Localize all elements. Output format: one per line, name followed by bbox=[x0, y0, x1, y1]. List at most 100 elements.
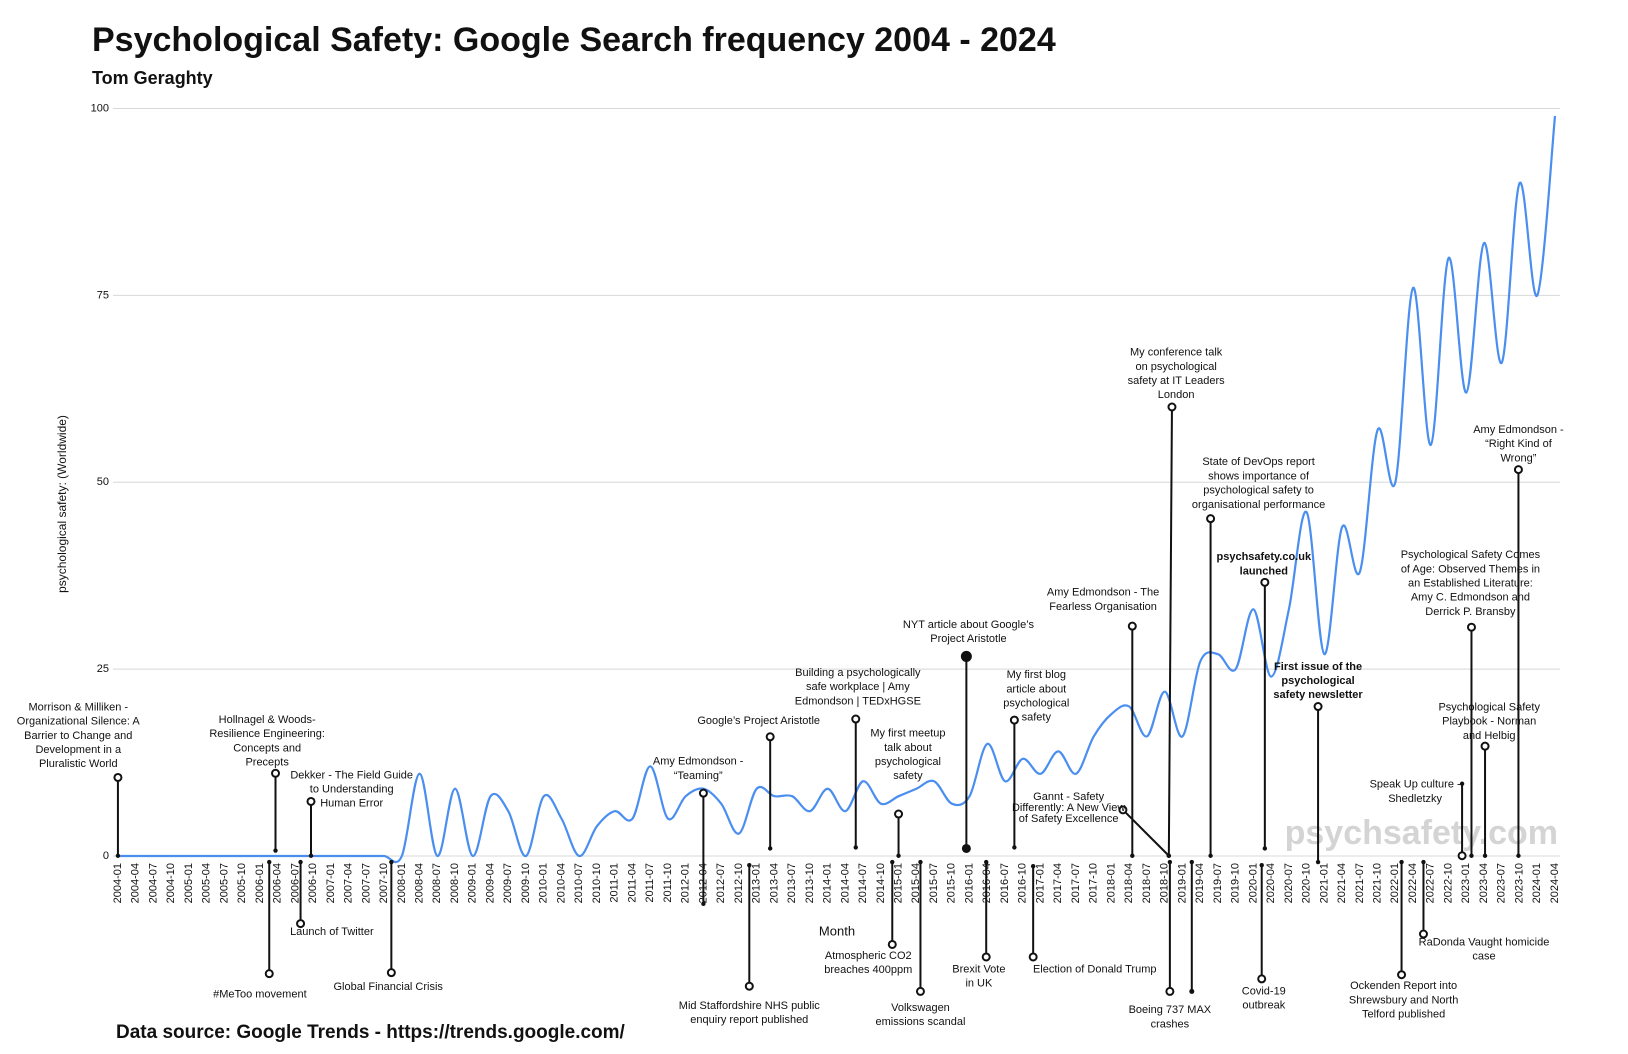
x-tick-label: 2015-07 bbox=[928, 863, 940, 903]
x-tick-label: 2018-07 bbox=[1141, 863, 1153, 903]
x-tick-label: 2014-01 bbox=[822, 863, 834, 903]
annotation-text: psychological safety to bbox=[1203, 485, 1314, 497]
x-tick-label: 2023-04 bbox=[1478, 863, 1490, 903]
annotation-text: Ockenden Report into bbox=[1350, 980, 1457, 992]
x-tick-label: 2024-01 bbox=[1531, 863, 1543, 903]
x-tick-label: 2006-04 bbox=[272, 863, 284, 903]
x-tick-label: 2013-07 bbox=[786, 863, 798, 903]
annotation-end bbox=[918, 859, 923, 865]
annotation-text: Development in a bbox=[35, 744, 121, 756]
annotation-text: Derrick P. Bransby bbox=[1425, 606, 1516, 618]
annotation-text: Hollnagel & Woods- bbox=[219, 714, 316, 726]
x-tick-label: 2018-04 bbox=[1123, 863, 1135, 903]
annotation-end bbox=[767, 846, 773, 851]
x-tick-label: 2012-01 bbox=[680, 863, 692, 903]
annotation-marker bbox=[1466, 622, 1476, 632]
x-tick-label: 2010-04 bbox=[555, 863, 567, 903]
annotation-text: Global Financial Crisis bbox=[334, 981, 444, 993]
annotation-text: Precepts bbox=[245, 757, 289, 769]
x-tick-label: 2015-10 bbox=[946, 863, 958, 903]
annotation-end bbox=[1259, 862, 1264, 868]
x-tick-label: 2021-01 bbox=[1318, 863, 1330, 903]
annotation-text: Pluralistic World bbox=[39, 758, 118, 770]
annotation-marker bbox=[386, 968, 396, 978]
annotation-text: in UK bbox=[965, 978, 993, 990]
annotation-text: Covid-19 bbox=[1242, 985, 1286, 997]
annotation-text: organisational performance bbox=[1192, 499, 1325, 511]
x-tick-label: 2021-10 bbox=[1371, 863, 1383, 903]
y-tick-label: 0 bbox=[103, 850, 109, 862]
annotation-marker bbox=[1009, 715, 1019, 725]
source: Data source: Google Trends - https://tre… bbox=[116, 1022, 626, 1043]
annotation-end bbox=[1030, 863, 1036, 869]
x-tick-label: 2017-04 bbox=[1052, 863, 1064, 903]
annotation-text: “Teaming” bbox=[674, 770, 723, 782]
x-tick-label: 2006-10 bbox=[307, 863, 319, 903]
x-tick-label: 2017-01 bbox=[1034, 863, 1046, 903]
annotation-end bbox=[1482, 853, 1488, 858]
x-tick-label: 2011-10 bbox=[662, 863, 674, 903]
annotation-text: Google’s Project Aristotle bbox=[697, 715, 820, 727]
annotation-marker bbox=[1189, 988, 1195, 994]
y-tick-label: 25 bbox=[97, 663, 109, 675]
annotation-end bbox=[389, 859, 394, 865]
annotation-end bbox=[267, 859, 272, 865]
annotation-text: talk about bbox=[884, 742, 932, 754]
annotation-marker bbox=[264, 969, 274, 979]
x-tick-label: 2008-04 bbox=[413, 863, 425, 903]
x-tick-label: 2022-10 bbox=[1442, 863, 1454, 903]
annotation-end bbox=[1516, 853, 1521, 858]
annotation-text: Launch of Twitter bbox=[290, 926, 374, 938]
chart-title: Psychological Safety: Google Search freq… bbox=[92, 21, 1056, 59]
annotation-end bbox=[701, 901, 706, 906]
x-tick-label: 2012-07 bbox=[715, 863, 727, 903]
annotation-text: Dekker - The Field Guide bbox=[290, 769, 413, 781]
annotation-marker bbox=[765, 732, 775, 742]
annotation-end bbox=[1469, 853, 1474, 858]
annotation-text: launched bbox=[1240, 565, 1288, 577]
annotation-text: psychological bbox=[875, 756, 941, 768]
annotation-text: an Established Literature: bbox=[1408, 577, 1533, 589]
annotation-text: Building a psychologically bbox=[795, 667, 921, 679]
annotation-text: crashes bbox=[1151, 1018, 1190, 1030]
x-tick-label: 2016-10 bbox=[1017, 863, 1029, 903]
annotation-end bbox=[853, 845, 858, 850]
annotation-text: Human Error bbox=[320, 798, 383, 810]
annotation-text: safety at IT Leaders bbox=[1128, 375, 1226, 387]
annotation-text: Barrier to Change and bbox=[24, 730, 132, 742]
x-tick-label: 2011-07 bbox=[644, 863, 656, 903]
x-tick-label: 2008-01 bbox=[396, 863, 408, 903]
x-tick-label: 2017-10 bbox=[1088, 863, 1100, 903]
annotation-text: Differently: A New View bbox=[1012, 802, 1125, 814]
x-tick-label: 2014-10 bbox=[875, 863, 887, 903]
x-tick-label: 2022-04 bbox=[1407, 863, 1419, 903]
x-tick-label: 2004-04 bbox=[130, 863, 142, 903]
annotation-text: Amy Edmondson - bbox=[1473, 424, 1564, 436]
x-tick-label: 2022-01 bbox=[1389, 863, 1401, 903]
annotation-text: outbreak bbox=[1242, 1000, 1285, 1012]
annotation-end bbox=[1208, 853, 1213, 858]
x-tick-label: 2008-10 bbox=[449, 863, 461, 903]
y-tick-label: 100 bbox=[91, 102, 109, 114]
annotation-text: safe workplace | Amy bbox=[806, 681, 910, 693]
annotation-text: safety bbox=[893, 770, 923, 782]
x-tick-label: 2019-07 bbox=[1212, 863, 1224, 903]
annotation-marker bbox=[960, 650, 972, 662]
annotation-text: psychological bbox=[1281, 675, 1354, 687]
y-axis-label: psychological safety: (Worldwide) bbox=[55, 415, 69, 593]
x-tick-label: 2015-04 bbox=[910, 863, 922, 903]
watermark: psychsafety.com bbox=[1285, 814, 1558, 852]
annotation-marker bbox=[1418, 929, 1428, 939]
y-tick-label: 75 bbox=[97, 289, 109, 301]
annotation-text: My first blog bbox=[1007, 669, 1066, 681]
annotation-text: of Age: Observed Themes in bbox=[1401, 563, 1540, 575]
annotation-end bbox=[961, 843, 971, 853]
annotation-text: Mid Staffordshire NHS public bbox=[679, 1000, 821, 1012]
annotation-marker bbox=[1480, 741, 1490, 751]
annotation-end bbox=[298, 859, 303, 865]
annotation-text: Atmospheric CO2 bbox=[825, 950, 912, 962]
annotation-text: NYT article about Google’s bbox=[903, 619, 1035, 631]
annotation-text: psychsafety.co.uk bbox=[1217, 551, 1312, 563]
x-tick-label: 2009-04 bbox=[484, 863, 496, 903]
x-tick-label: 2014-07 bbox=[857, 863, 869, 903]
